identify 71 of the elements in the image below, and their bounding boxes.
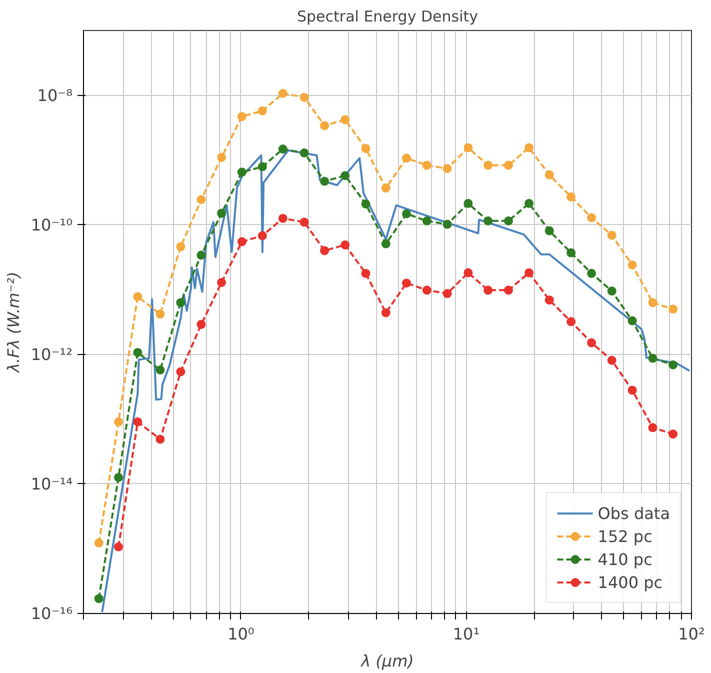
point [278, 88, 288, 98]
point [361, 144, 370, 153]
y-tick-label: 10⁻¹⁶ [30, 604, 73, 623]
point [648, 298, 658, 308]
point [176, 298, 186, 308]
point [237, 168, 246, 177]
point [402, 209, 411, 218]
y-tick-label: 10⁻¹² [30, 344, 73, 364]
legend-label: Obs data [598, 504, 670, 522]
point [607, 286, 616, 296]
point [607, 230, 616, 240]
x-tick-label: 10¹ [452, 624, 480, 644]
x-tick-label: 10² [678, 624, 705, 644]
point [381, 239, 390, 248]
point [381, 184, 390, 193]
point [300, 148, 309, 158]
point [320, 121, 330, 130]
point [176, 242, 186, 252]
point [566, 248, 576, 258]
legend-label: 410 pc [598, 550, 652, 568]
point [156, 310, 165, 319]
point [464, 143, 473, 152]
point [217, 208, 226, 218]
point [94, 594, 104, 604]
point [484, 216, 493, 226]
point [94, 538, 104, 548]
point [648, 354, 658, 363]
point [422, 160, 432, 170]
point [340, 171, 350, 180]
y-tick-label: 10⁻⁸ [37, 86, 72, 105]
y-axis-title: λ.Fλ (W.m⁻²) [4, 272, 23, 374]
y-tick-label: 10⁻¹⁴ [30, 474, 73, 494]
point [237, 112, 246, 122]
point [114, 417, 123, 426]
point [524, 198, 534, 208]
chart-title: Spectral Energy Density [297, 8, 478, 26]
point [196, 195, 206, 204]
x-tick-label: 10⁰ [228, 624, 254, 644]
point [442, 164, 452, 174]
x-axis-title: λ (μm) [360, 652, 414, 670]
point [156, 365, 165, 374]
point [587, 268, 596, 278]
point [340, 115, 350, 124]
point [402, 154, 411, 163]
point [258, 162, 267, 172]
point [442, 220, 452, 229]
point [422, 216, 432, 226]
point [504, 160, 513, 170]
point [668, 304, 678, 314]
point [114, 472, 123, 482]
y-tick-label: 10⁻¹⁰ [30, 215, 73, 234]
point [504, 216, 513, 226]
point [361, 199, 370, 208]
point [278, 144, 288, 154]
point [668, 360, 678, 370]
legend-label: 1400 pc [598, 572, 663, 592]
point [484, 160, 493, 170]
point [566, 192, 576, 202]
point [628, 260, 637, 270]
legend-label: 152 pc [598, 526, 652, 546]
point [300, 92, 309, 102]
point [587, 213, 596, 222]
point [628, 316, 637, 326]
point [544, 170, 554, 180]
point [320, 176, 330, 186]
point [524, 143, 534, 152]
point [196, 250, 206, 260]
point [217, 152, 226, 162]
point [258, 106, 267, 116]
point [464, 198, 473, 208]
point [544, 226, 554, 236]
